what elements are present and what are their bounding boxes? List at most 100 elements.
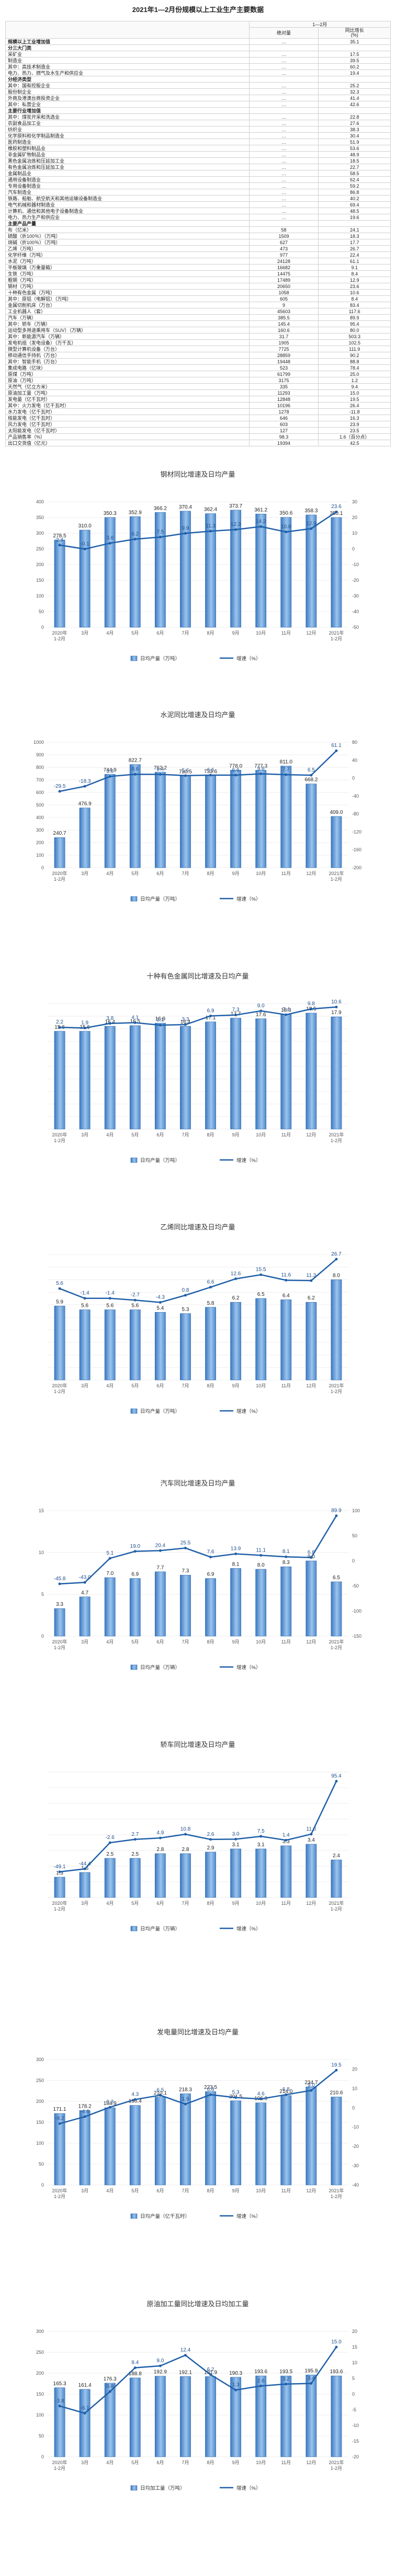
growth-value-label: 7.7 — [282, 767, 290, 773]
row-abs: 145.4 — [248, 320, 319, 327]
bar — [280, 1566, 292, 1637]
row-pct: 89.9 — [318, 314, 391, 321]
growth-point — [310, 2089, 313, 2092]
row-pct: 40.2 — [318, 195, 391, 202]
bar — [255, 770, 267, 868]
row-abs: 1278 — [248, 408, 319, 415]
bar-value-label: 778.0 — [229, 763, 242, 769]
table-row: 其中：国有控股企业… 25.2 — [5, 82, 391, 89]
x-category-label: 10月 — [256, 1639, 266, 1644]
row-pct: 8.4 — [318, 295, 391, 302]
row-name: 太阳能发电（亿千瓦时） — [5, 427, 250, 434]
growth-value-label: 6.8 — [282, 2087, 290, 2092]
x-category-label: 2021年 — [329, 1132, 344, 1137]
x-category-label: 5月 — [131, 1132, 139, 1137]
bar-value-label: 6.5 — [257, 1292, 265, 1297]
growth-value-label: 9.9 — [182, 525, 189, 531]
table-row: 汽车制造业… 86.8 — [5, 189, 391, 196]
table-row: 电力、热力生产和供应业… 19.6 — [5, 214, 391, 221]
x-category-label: 11月 — [281, 1901, 291, 1906]
growth-point — [209, 1838, 212, 1841]
bar — [230, 1018, 242, 1130]
growth-point — [58, 790, 61, 793]
growth-value-label: 6.6 — [207, 1279, 214, 1285]
growth-value-label: 23.6 — [331, 504, 342, 510]
bar-value-label: 4.7 — [81, 1590, 88, 1596]
growth-value-label: 5.3 — [232, 2090, 240, 2096]
row-pct: 26.7 — [318, 245, 391, 252]
bar — [230, 1302, 242, 1381]
bar-value-label: 366.2 — [154, 505, 167, 511]
bar-value-label: 352.9 — [129, 510, 142, 515]
table-row: 其中：原铝（电解铝）（万吨） 605 8.4 — [5, 295, 391, 302]
row-abs: 28859 — [248, 352, 319, 359]
growth-point — [285, 1838, 288, 1842]
row-pct: 16.3 — [318, 415, 391, 421]
growth-point — [285, 531, 288, 534]
table-row: 通用设备制造业… 62.4 — [5, 176, 391, 183]
growth-point — [335, 1514, 338, 1517]
legend-bar-label: 日均产量（万吨） — [140, 656, 180, 662]
table-row: 平板玻璃（万重量箱） 16682 9.1 — [5, 264, 391, 271]
bar-value-label: 16.9 — [155, 1016, 166, 1022]
bar-value-label: 2.4 — [333, 1853, 340, 1859]
row-abs — [248, 44, 319, 51]
right-tick-label: 10 — [352, 2360, 357, 2365]
x-category-label: 4月 — [106, 630, 114, 636]
left-tick-label: 150 — [36, 578, 44, 583]
bar — [180, 776, 191, 868]
growth-value-label: 19.5 — [331, 2062, 342, 2068]
right-tick-label: 0 — [352, 2105, 355, 2110]
table-row: 其中：轿车（万辆） 145.4 95.4 — [5, 320, 391, 327]
row-pct — [318, 107, 391, 114]
growth-point — [83, 1581, 86, 1584]
left-tick-label: 0 — [41, 2182, 44, 2188]
chart-title: 水泥同比增速及日均产量 — [160, 711, 235, 719]
x-category-label: 3月 — [81, 1383, 88, 1388]
table-row: 规模以上工业增加值… 35.1 — [5, 38, 391, 45]
row-abs: … — [248, 95, 319, 101]
row-pct: 88.8 — [318, 358, 391, 365]
bar-value-label: 165.3 — [53, 2381, 66, 2387]
bar — [54, 1031, 65, 1130]
row-pct: 80.0 — [318, 327, 391, 334]
bar — [104, 1858, 116, 1898]
growth-value-label: 4.9 — [156, 1830, 164, 1836]
x-category-label: 12月 — [306, 2188, 316, 2193]
legend-bar-label: 日均产量（万辆） — [140, 1664, 180, 1671]
row-name: 有色金属冶炼和压延加工业 — [5, 164, 250, 170]
bar — [230, 1848, 242, 1898]
growth-value-label: 3.0 — [232, 1831, 240, 1837]
bar — [306, 1013, 317, 1130]
x-category-label: 8月 — [207, 871, 214, 876]
bar-value-label: 17.6 — [256, 1012, 266, 1018]
row-pct: 18.3 — [318, 233, 391, 239]
row-name: 农副食品加工业 — [5, 120, 250, 126]
bar — [205, 2376, 216, 2457]
growth-value-label: 1.3 — [232, 2382, 240, 2388]
right-tick-label: -5 — [352, 2407, 356, 2412]
bar — [306, 2374, 317, 2457]
growth-value-label: 20.4 — [155, 1543, 166, 1548]
x-category-label: 5月 — [131, 630, 139, 636]
x-category-label: 1-2月 — [331, 636, 342, 641]
row-pct: 22.7 — [318, 164, 391, 170]
bar-value-label: 234.7 — [304, 2080, 318, 2086]
x-category-label: 11月 — [281, 630, 291, 636]
chart-crude-processing: 原油加工量同比增速及日均加工量 0 50 100 150 200 250 300 -20 -15-… — [0, 2284, 396, 2512]
row-pct: 51.9 — [318, 139, 391, 145]
bar — [54, 2387, 65, 2457]
bar — [280, 517, 292, 628]
growth-point — [159, 1024, 162, 1027]
row-name: 生铁（万吨） — [5, 270, 250, 277]
growth-point — [234, 2096, 237, 2099]
row-abs: … — [248, 88, 319, 95]
row-abs: 1905 — [248, 339, 319, 346]
row-abs: … — [248, 176, 319, 183]
row-abs: 14475 — [248, 270, 319, 277]
x-category-label: 2020年 — [52, 1900, 67, 1906]
bar-value-label: 6.2 — [232, 1295, 240, 1301]
growth-point — [310, 527, 313, 530]
growth-value-label: 3.3 — [182, 1017, 189, 1022]
x-category-label: 1-2月 — [54, 636, 65, 641]
